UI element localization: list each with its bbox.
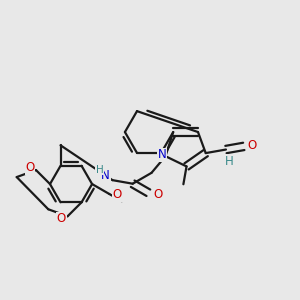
Text: O: O: [113, 188, 122, 201]
Text: O: O: [153, 188, 162, 201]
Text: O: O: [248, 139, 257, 152]
Text: N: N: [158, 148, 167, 161]
Text: N: N: [101, 169, 110, 182]
Text: O: O: [25, 161, 34, 174]
Text: H: H: [96, 165, 103, 175]
Text: O: O: [57, 212, 66, 225]
Text: H: H: [225, 155, 233, 168]
